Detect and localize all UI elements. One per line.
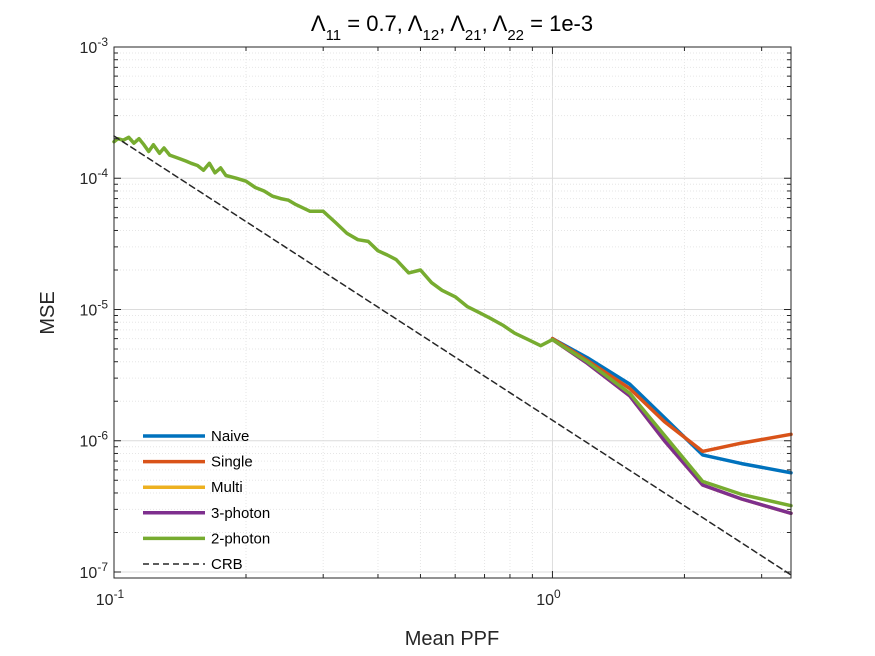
grid [114,47,791,578]
title-subscript: 21 [465,27,482,44]
legend-label: Naive [211,428,249,445]
legend-item-two-photon: 2-photon [143,530,270,547]
chart-title: Λ11 = 0.7, Λ12, Λ21, Λ22 = 1e-3 [311,11,593,44]
legend-label: Single [211,454,253,471]
x-tick-label: 100 [536,587,561,609]
y-tick-label: 10-5 [80,297,109,319]
legend-label: 2-photon [211,530,270,547]
series-line-naive [550,336,793,475]
y-tick-label: 10-4 [80,166,109,188]
legend-item-multi: Multi [143,479,243,496]
title-subscript: 11 [326,27,342,44]
x-tick-base: 10 [96,592,114,609]
y-tick-label: 10-7 [80,560,109,582]
legend-label: 3-photon [211,505,270,522]
y-tick-exponent: -3 [97,35,108,49]
y-tick-base: 10 [80,302,98,319]
y-tick-exponent: -5 [97,297,108,311]
y-tick-base: 10 [80,171,98,188]
legend-item-three-photon: 3-photon [143,505,270,522]
legend-label: Multi [211,479,243,496]
title-part: , Λ [439,11,465,36]
legend-item-single: Single [143,454,253,471]
title-subscript: 12 [423,27,440,44]
x-axis-label: Mean PPF [405,628,499,650]
plot-background [114,47,791,578]
plot-area [114,47,791,578]
axis-ticks [114,47,791,578]
series-line-crb [113,135,792,576]
legend: Naive Single Multi 3-photon 2-photon CRB [143,428,270,573]
plot-frame [113,46,792,579]
y-tick-base: 10 [80,434,98,451]
series-line-two-photon [112,135,793,508]
title-part: , Λ [482,11,508,36]
x-tick-base: 10 [536,592,554,609]
legend-item-naive: Naive [143,428,249,445]
series-lines [112,135,793,576]
legend-label: CRB [211,556,243,573]
y-tick-label: 10-6 [80,429,109,451]
title-subscript: 22 [507,27,524,44]
y-tick-label: 10-3 [80,35,109,57]
y-tick-base: 10 [80,40,98,57]
y-tick-exponent: -7 [97,560,108,574]
x-tick-exponent: -1 [114,587,125,601]
y-tick-exponent: -4 [97,166,108,180]
legend-item-crb: CRB [143,556,243,573]
y-tick-exponent: -6 [97,429,108,443]
title-part: = 0.7, Λ [341,11,423,36]
title-part: Λ [311,11,326,36]
title-part: = 1e-3 [524,11,593,36]
x-tick-label: 10-1 [96,587,125,609]
y-axis-label: MSE [37,291,59,334]
x-tick-exponent: 0 [554,587,561,601]
y-tick-base: 10 [80,565,98,582]
